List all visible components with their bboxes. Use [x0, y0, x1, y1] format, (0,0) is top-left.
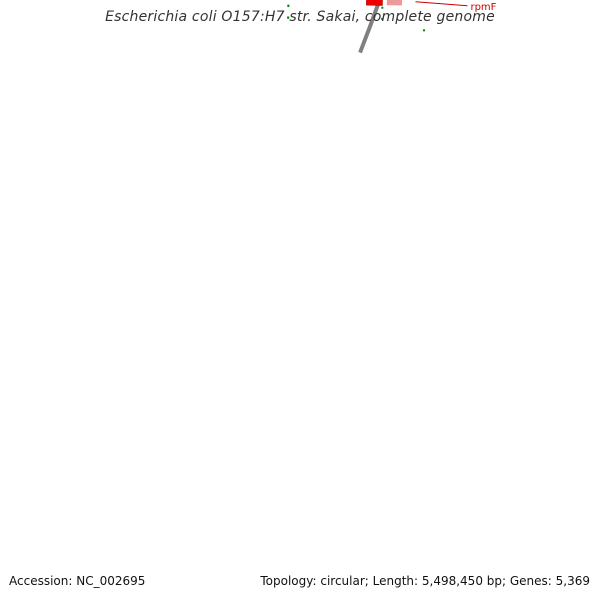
gene-labels: rpmFECs1468ECs1469ECs1470fabGacpPECs1473…: [415, 1, 497, 13]
forward-strand-track: [366, 0, 383, 6]
inner-ruler-tick: [423, 29, 426, 32]
accession-text: Accession: NC_002695: [9, 574, 146, 588]
ruler-minor-ticks: [287, 4, 290, 19]
backbone-arc: [358, 0, 382, 54]
cog-color-track: [385, 0, 403, 7]
gene-label: rpmF: [470, 2, 496, 13]
ruler-minor-tick: [287, 4, 290, 8]
inner-ruler-ticks: [381, 6, 426, 32]
genome-backbone: [358, 0, 382, 54]
ruler-minor-tick: [287, 16, 290, 19]
topology-text: Topology: circular; Length: 5,498,450 bp…: [260, 574, 590, 588]
map-title: Escherichia coli O157:H7 str. Sakai, com…: [105, 9, 495, 25]
gene-label-connector: [415, 1, 468, 7]
inner-ruler-tick: [381, 17, 384, 20]
gene-color-block: [385, 0, 403, 7]
gene-arrow: [366, 0, 383, 6]
inner-ruler-tick: [381, 6, 384, 9]
